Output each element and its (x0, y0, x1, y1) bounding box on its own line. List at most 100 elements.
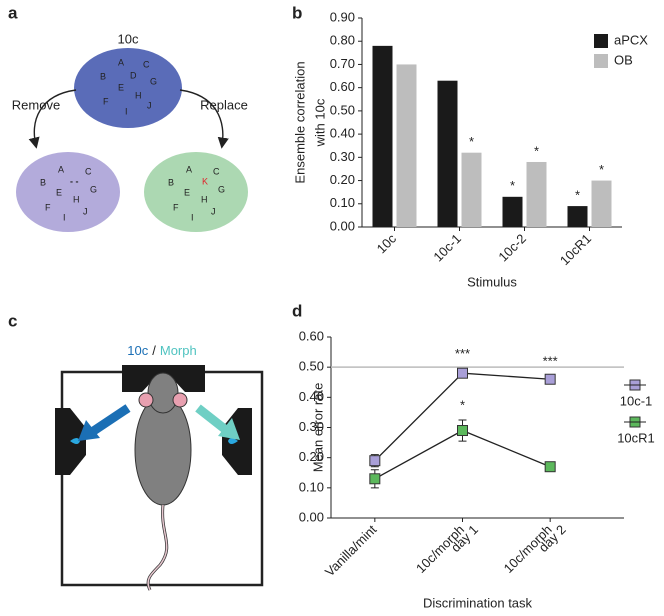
odor-name: / (152, 343, 156, 358)
x-tick-label: 10cR1 (557, 231, 594, 268)
mouse-head (147, 372, 179, 414)
mouse-ear (138, 392, 154, 408)
significance: * (510, 178, 515, 193)
odor-letter: B (40, 177, 46, 187)
x-axis-title: Stimulus (467, 274, 517, 289)
y-axis-title: Ensemble correlation (292, 61, 307, 183)
bar (591, 180, 612, 227)
port-left (55, 408, 86, 475)
odor-letter: G (90, 184, 97, 194)
arrow-remove (28, 89, 77, 149)
x-tick-label: Vanilla/mint (322, 522, 380, 580)
bar (461, 152, 482, 227)
odor-circle-top (74, 48, 182, 128)
odor-letter: A (186, 164, 192, 174)
significance: *** (543, 354, 558, 369)
odor-letter: A (58, 164, 64, 174)
odor-letter: G (150, 76, 157, 86)
y-tick-label: 0.50 (330, 102, 355, 117)
odor-letter: J (83, 206, 88, 216)
y-tick-label: 0.60 (299, 328, 324, 343)
marker (457, 425, 468, 437)
odor-letter: E (118, 82, 124, 92)
y-tick-label: 0.50 (299, 359, 324, 374)
y-axis-title: with 10c (312, 98, 327, 147)
drop-left (70, 438, 80, 444)
marker (544, 461, 556, 473)
arrow-replace (179, 89, 229, 149)
mouse-tail-inner (147, 504, 168, 591)
legend-swatch (594, 54, 608, 68)
odor-name: 10c (127, 343, 148, 358)
legend-label: 10c-1 (620, 393, 653, 408)
odor-letter: E (56, 187, 62, 197)
panel-label: b (292, 3, 302, 22)
odor-letter: C (85, 166, 92, 176)
marker (369, 455, 381, 467)
significance: * (469, 134, 474, 149)
significance: *** (455, 346, 470, 361)
arrow-morph (195, 404, 229, 434)
y-tick-label: 0.00 (299, 509, 324, 524)
x-axis-title: Discrimination task (423, 595, 533, 610)
marker (544, 373, 556, 385)
odor-letter: H (73, 194, 80, 204)
odor-letter: J (211, 206, 216, 216)
mouse-ear (172, 392, 188, 408)
marker (369, 473, 381, 485)
mouse-tail (146, 504, 169, 591)
panel-label: d (292, 301, 302, 320)
series-line (374, 372, 551, 462)
odor-letter: I (63, 212, 66, 222)
y-tick-label: 0.20 (330, 172, 355, 187)
y-tick-label: 0.20 (299, 449, 324, 464)
odor-letter: F (103, 96, 109, 106)
y-tick-label: 0.40 (330, 126, 355, 141)
odor-name: Morph (160, 343, 197, 358)
bar (502, 196, 523, 227)
bar (372, 45, 393, 227)
y-axis-title: Mean error rate (310, 383, 325, 473)
bar (526, 161, 547, 227)
odor-letter: D (130, 70, 137, 80)
legend-swatch (594, 34, 608, 48)
odor-letter: F (45, 202, 51, 212)
port-top (122, 365, 205, 392)
odor-letter: F (173, 202, 179, 212)
drop-right (228, 438, 238, 444)
significance: * (599, 162, 604, 177)
odor-letter: H (135, 90, 142, 100)
arrow-label: Remove (12, 97, 60, 112)
panel-a (16, 48, 248, 232)
odor-title: 10c / Morph (127, 343, 196, 358)
odor-letter: J (147, 100, 152, 110)
odor-letter: I (191, 212, 194, 222)
y-tick-label: 0.10 (330, 195, 355, 210)
odor-letter: B (168, 177, 174, 187)
odor-circle-remove (16, 152, 120, 232)
odor-letter: C (213, 166, 220, 176)
arrow-10c (89, 404, 131, 436)
marker (457, 367, 468, 379)
y-tick-label: 0.30 (299, 419, 324, 434)
panel-label: a (8, 3, 18, 22)
odor-letter: B (100, 71, 106, 81)
odor-letter: H (201, 194, 208, 204)
replaced-letter: K (202, 176, 208, 186)
y-tick-label: 0.60 (330, 79, 355, 94)
significance: * (460, 397, 465, 412)
panel-c (55, 365, 264, 591)
legend-label: OB (614, 52, 633, 67)
significance: * (575, 188, 580, 203)
bar (396, 64, 417, 227)
circle-label: 10c (118, 31, 139, 46)
legend-label: aPCX (614, 32, 648, 47)
y-tick-label: 0.30 (330, 149, 355, 164)
arrow-10c-head (78, 420, 100, 441)
odor-letter: G (218, 184, 225, 194)
y-tick-label: 0.40 (299, 389, 324, 404)
arrow-label: Replace (200, 97, 248, 112)
x-tick-label: 10c-2 (495, 231, 529, 265)
odor-letter: E (184, 187, 190, 197)
